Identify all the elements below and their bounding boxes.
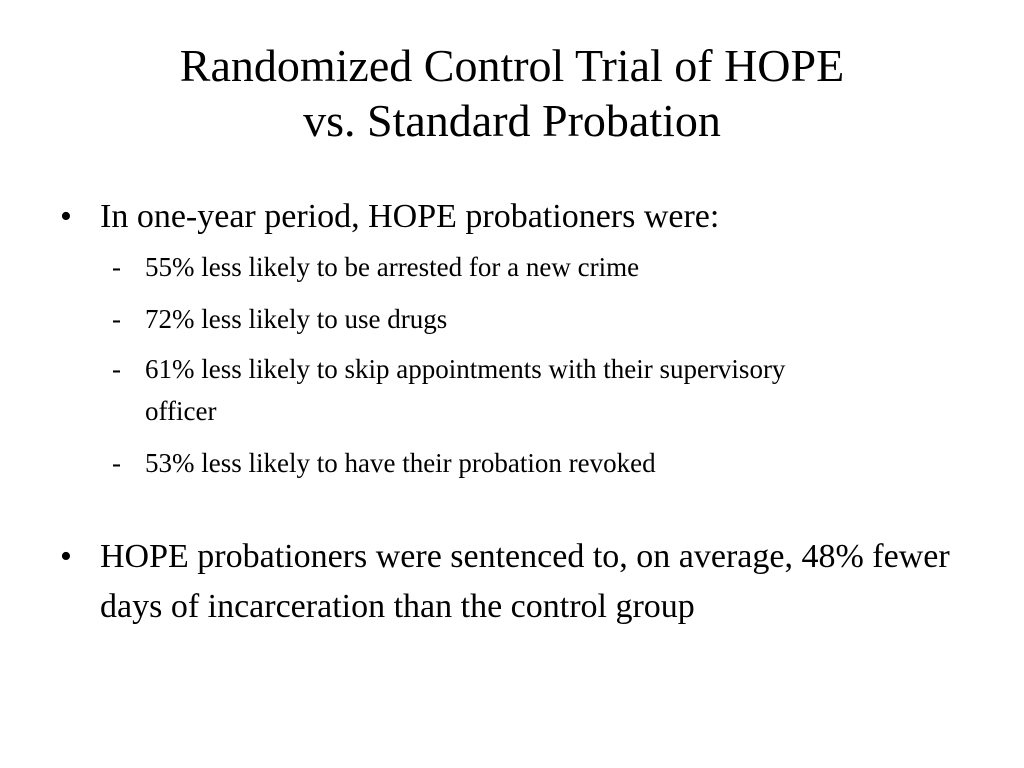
sub-bullet-marker: -: [112, 354, 121, 384]
sub-bullet-text: 72% less likely to use drugs: [145, 304, 448, 334]
sub-bullet-marker: -: [112, 448, 121, 478]
slide-title-line-2: vs. Standard Probation: [303, 95, 721, 146]
sub-bullet-text: 55% less likely to be arrested for a new…: [145, 252, 640, 282]
sub-bullet-item: - 53% less likely to have their probatio…: [112, 442, 972, 484]
slide-title-line-1: Randomized Control Trial of HOPE: [179, 40, 845, 91]
bullet-item: • HOPE probationers were sentenced to, o…: [60, 532, 980, 682]
bullet-text: In one-year period, HOPE probationers we…: [100, 198, 720, 235]
sub-bullet-text: 61% less likely to skip appointments wit…: [145, 354, 786, 426]
sub-bullet-marker: -: [112, 304, 121, 334]
sub-bullet-item: - 61% less likely to skip appointments w…: [112, 348, 972, 432]
sub-bullet-marker: -: [112, 252, 121, 282]
bullet-text: HOPE probationers were sentenced to, on …: [100, 538, 950, 625]
bullet-item: • In one-year period, HOPE probationers …: [60, 192, 980, 242]
sub-bullet-item: - 72% less likely to use drugs: [112, 298, 972, 340]
slide-title: Randomized Control Trial of HOPE vs. Sta…: [0, 38, 1024, 148]
bullet-marker: •: [60, 198, 72, 235]
sub-bullet-text: 53% less likely to have their probation …: [145, 448, 656, 478]
bullet-marker: •: [60, 538, 72, 575]
sub-bullet-item: - 55% less likely to be arrested for a n…: [112, 246, 972, 288]
